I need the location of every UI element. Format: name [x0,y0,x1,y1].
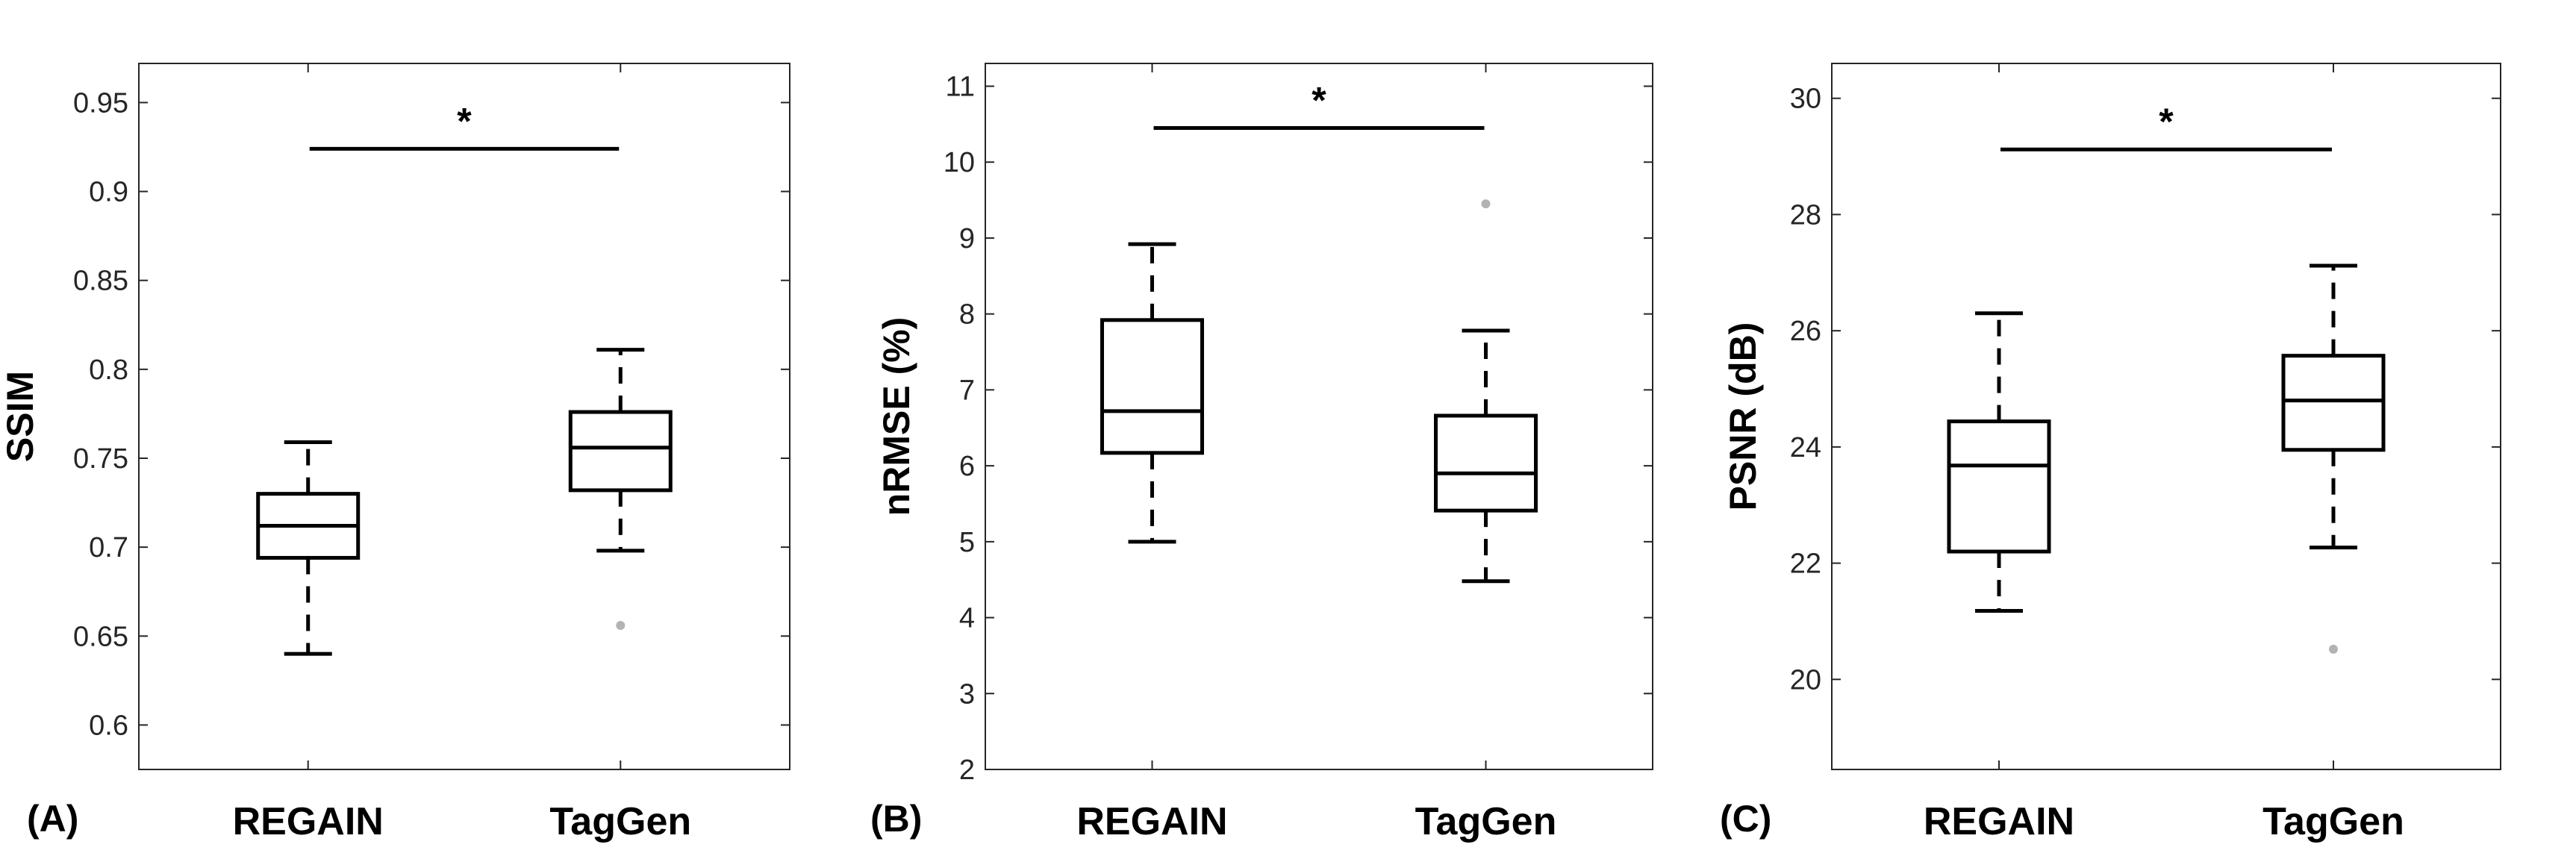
y-tick-label: 8 [959,299,975,331]
outlier-point [616,620,626,630]
iqr-box [568,410,673,493]
y-tick-label: 20 [1790,664,1821,696]
iqr-box [1947,419,2051,554]
y-tick-label: 0.6 [89,710,128,741]
y-tick-label: 30 [1790,84,1821,115]
y-tick-label: 0.95 [73,87,128,119]
y-axis-label: PSNR (dB) [1722,322,1764,511]
y-tick-label: 22 [1790,549,1821,580]
y-tick-label: 0.75 [73,443,128,475]
y-tick-label: 11 [946,72,975,103]
y-tick-label: 3 [959,678,975,710]
box-taggen [568,348,673,630]
category-label-taggen: TagGen [549,800,691,843]
y-tick-label: 28 [1790,199,1821,231]
y-tick-label: 4 [959,603,975,634]
axes-frame [985,63,1653,770]
y-tick-label: 5 [959,527,975,558]
iqr-box [1434,413,1538,513]
y-tick-label: 0.7 [89,532,128,563]
y-axis-label: nRMSE (%) [876,317,917,516]
panel-c: 20 22 24 26 28 30 REGAIN TagGen PSNR (dB) (C) * [1720,63,2501,843]
box-taggen [1434,199,1538,584]
iqr-box [2281,354,2386,452]
box-taggen [2281,263,2386,654]
category-label-regain: REGAIN [1076,800,1227,843]
y-tick-label: 0.9 [89,177,128,208]
panel-label: (C) [1720,798,1771,840]
panel-a: 0.6 0.65 0.7 0.75 0.8 0.85 0.9 0.95 REGAIN TagGen… [0,63,790,843]
panel-b: 2 3 4 5 6 7 8 9 10 11 REGAIN TagGen nRMSE (%) (B) * [870,63,1653,843]
y-tick-label: 0.85 [73,266,128,297]
y-tick-label: 10 [944,147,975,178]
significance-star: * [1312,79,1326,121]
category-label-taggen: TagGen [2262,800,2404,843]
significance-star: * [2159,101,2174,143]
y-tick-label: 0.8 [89,355,128,386]
panel-label: (B) [870,798,922,840]
y-tick-label: 9 [959,223,975,254]
box-regain [1947,311,2051,613]
outlier-point [1481,199,1491,209]
y-tick-label: 0.65 [73,621,128,652]
significance-star: * [457,100,472,142]
y-tick-label: 2 [959,755,975,786]
panel-label: (A) [27,798,78,840]
iqr-box [1100,318,1204,455]
y-axis-label: SSIM [0,371,41,462]
outlier-point [2329,644,2338,654]
category-label-regain: REGAIN [233,800,384,843]
box-regain [256,440,361,656]
box-regain [1100,242,1204,544]
y-tick-label: 7 [959,375,975,406]
axes-frame [1831,63,2501,770]
y-tick-label: 26 [1790,316,1821,347]
category-label-regain: REGAIN [1924,800,2074,843]
category-label-taggen: TagGen [1415,800,1557,843]
y-tick-label: 6 [959,451,975,482]
y-tick-label: 24 [1790,432,1821,463]
axes-frame [138,63,790,770]
